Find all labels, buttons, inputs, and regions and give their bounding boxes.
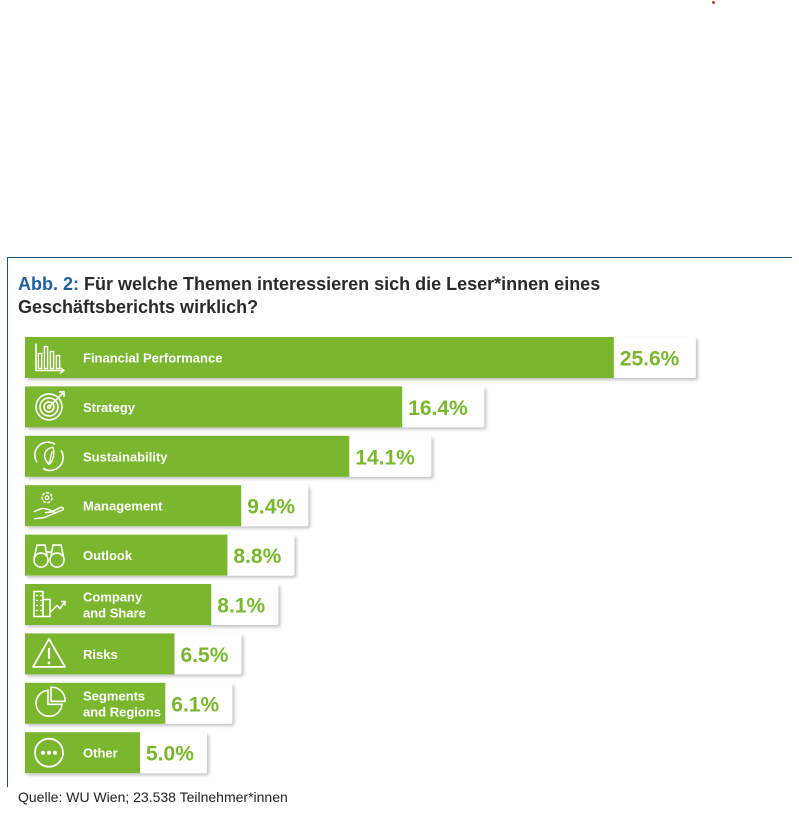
figure-frame (7, 257, 792, 787)
category-label: Other (83, 746, 118, 761)
bar-row: Management 9.4% (25, 485, 309, 527)
bar (25, 485, 242, 527)
category-label: Strategy (83, 400, 136, 415)
leaf-cycle-icon (34, 441, 64, 472)
bar-row: Sustainability 14.1% (25, 435, 432, 477)
bar-row: Financial Performance 25.6% (25, 337, 696, 378)
gear-hand-icon (33, 491, 64, 520)
category-label: Segments (83, 688, 145, 703)
figure-number: Abb. 2: (18, 274, 79, 294)
value-label: 14.1% (355, 446, 415, 469)
bar (25, 435, 350, 477)
value-label: 16.4% (408, 397, 468, 420)
bar-row: Other 5.0% (25, 732, 207, 774)
category-label: Sustainability (83, 449, 168, 464)
binoculars-icon (33, 544, 65, 568)
building-growth-icon (33, 590, 66, 618)
red-dot (712, 1, 715, 4)
target-icon (35, 391, 65, 421)
category-label: and Regions (83, 704, 161, 719)
category-label: and Share (83, 606, 146, 621)
more-dots-icon (34, 737, 64, 768)
bar (25, 584, 212, 625)
bar-row: Strategy 16.4% (25, 386, 485, 428)
value-label: 5.0% (146, 743, 194, 766)
value-label: 6.5% (181, 644, 229, 667)
warning-icon (32, 638, 66, 668)
bar-row: Outlook 8.8% (25, 534, 295, 576)
bar-chart-icon (35, 343, 66, 375)
category-label: Financial Performance (83, 351, 222, 366)
bar (25, 534, 228, 576)
category-label: Outlook (83, 548, 133, 563)
value-label: 6.1% (171, 693, 219, 716)
figure-title-text: Für welche Themen interessieren sich die… (18, 274, 601, 317)
value-label: 8.1% (217, 595, 265, 618)
pie-chart-icon (35, 686, 66, 717)
bar (25, 337, 614, 378)
source-note: Quelle: WU Wien; 23.538 Teilnehmer*innen (18, 789, 288, 805)
bar (25, 386, 403, 428)
value-label: 25.6% (620, 348, 680, 371)
category-label: Company (83, 590, 143, 605)
category-label: Risks (83, 647, 118, 662)
figure-title: Abb. 2: Für welche Themen interessieren … (18, 273, 718, 319)
value-label: 9.4% (247, 496, 295, 519)
category-label: Management (83, 499, 163, 514)
bar-row: Risks 6.5% (25, 633, 242, 675)
value-label: 8.8% (233, 545, 281, 568)
